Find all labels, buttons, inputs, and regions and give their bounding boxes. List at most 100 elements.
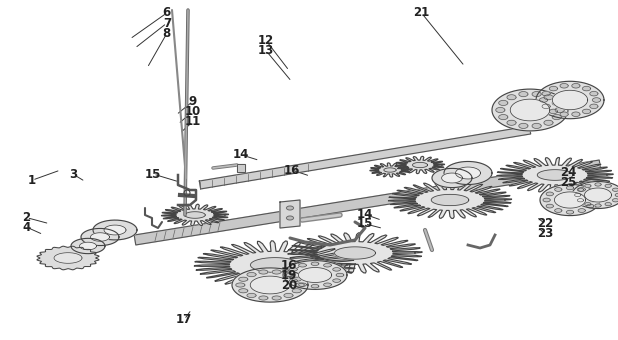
Polygon shape [560, 84, 568, 88]
Polygon shape [555, 209, 562, 212]
Polygon shape [54, 253, 82, 263]
Polygon shape [93, 220, 137, 240]
Polygon shape [593, 98, 601, 102]
Text: 6: 6 [163, 6, 171, 19]
Text: 4: 4 [22, 221, 31, 234]
Polygon shape [585, 184, 591, 187]
Polygon shape [585, 203, 591, 206]
Polygon shape [298, 264, 307, 267]
Text: 15: 15 [145, 168, 161, 181]
Ellipse shape [287, 216, 294, 220]
Text: 15: 15 [357, 217, 373, 230]
Polygon shape [492, 89, 568, 131]
Polygon shape [572, 112, 580, 117]
Polygon shape [272, 296, 281, 300]
Polygon shape [247, 293, 256, 298]
Polygon shape [567, 186, 574, 190]
Polygon shape [272, 270, 281, 274]
Text: 25: 25 [561, 176, 577, 189]
Polygon shape [552, 90, 588, 110]
Polygon shape [586, 204, 594, 208]
Polygon shape [324, 264, 331, 267]
Polygon shape [432, 168, 472, 188]
Polygon shape [537, 170, 573, 180]
Polygon shape [560, 112, 568, 117]
Polygon shape [555, 107, 564, 113]
Polygon shape [455, 167, 480, 179]
Polygon shape [442, 173, 462, 183]
Polygon shape [575, 193, 581, 197]
Polygon shape [90, 233, 109, 241]
Polygon shape [247, 273, 256, 277]
Polygon shape [590, 104, 598, 108]
Polygon shape [232, 268, 308, 302]
Polygon shape [37, 246, 99, 270]
Polygon shape [295, 283, 304, 287]
Polygon shape [595, 204, 601, 207]
Polygon shape [236, 283, 245, 287]
Polygon shape [510, 99, 550, 121]
Polygon shape [250, 258, 300, 272]
Polygon shape [544, 120, 553, 125]
Polygon shape [586, 192, 594, 196]
Text: 21: 21 [413, 6, 430, 19]
Polygon shape [332, 279, 341, 282]
Polygon shape [80, 242, 96, 250]
Polygon shape [194, 241, 356, 289]
Polygon shape [605, 203, 611, 206]
Polygon shape [259, 270, 268, 274]
Polygon shape [519, 123, 528, 129]
Polygon shape [200, 126, 531, 189]
Polygon shape [298, 268, 332, 283]
Text: 17: 17 [176, 313, 192, 326]
Text: 19: 19 [281, 269, 297, 282]
Polygon shape [577, 188, 583, 191]
Polygon shape [552, 115, 561, 120]
Text: 16: 16 [281, 259, 297, 272]
Text: 10: 10 [185, 105, 201, 118]
Polygon shape [239, 289, 248, 293]
Polygon shape [612, 199, 618, 202]
Text: 7: 7 [163, 17, 171, 30]
Text: 14: 14 [233, 148, 249, 161]
Text: 13: 13 [258, 44, 274, 57]
Polygon shape [250, 276, 290, 294]
Polygon shape [334, 247, 376, 259]
Polygon shape [290, 279, 297, 282]
Polygon shape [288, 233, 422, 273]
Text: 9: 9 [188, 95, 197, 108]
Polygon shape [298, 283, 307, 287]
Polygon shape [336, 273, 344, 277]
Polygon shape [536, 81, 604, 119]
Polygon shape [549, 109, 557, 114]
Polygon shape [280, 200, 300, 228]
Polygon shape [507, 120, 516, 125]
Text: 12: 12 [258, 34, 274, 47]
Polygon shape [583, 109, 591, 114]
Polygon shape [412, 163, 428, 168]
Text: 23: 23 [537, 227, 553, 240]
Polygon shape [499, 115, 508, 120]
Ellipse shape [287, 206, 294, 210]
Polygon shape [615, 193, 618, 197]
Polygon shape [384, 168, 396, 172]
Polygon shape [555, 188, 562, 191]
Polygon shape [388, 182, 512, 219]
Polygon shape [431, 194, 469, 206]
Text: 8: 8 [163, 27, 171, 40]
Text: 1: 1 [28, 174, 36, 187]
Polygon shape [497, 157, 613, 192]
Polygon shape [292, 277, 301, 281]
Text: 20: 20 [281, 279, 297, 292]
Polygon shape [239, 277, 248, 281]
Polygon shape [567, 210, 574, 214]
Polygon shape [311, 285, 319, 288]
Bar [237, 164, 245, 172]
Polygon shape [540, 98, 548, 102]
Text: 14: 14 [357, 208, 373, 221]
Text: 16: 16 [284, 164, 300, 176]
Polygon shape [496, 107, 505, 113]
Text: 22: 22 [537, 217, 553, 230]
Polygon shape [396, 156, 444, 174]
Polygon shape [507, 95, 516, 100]
